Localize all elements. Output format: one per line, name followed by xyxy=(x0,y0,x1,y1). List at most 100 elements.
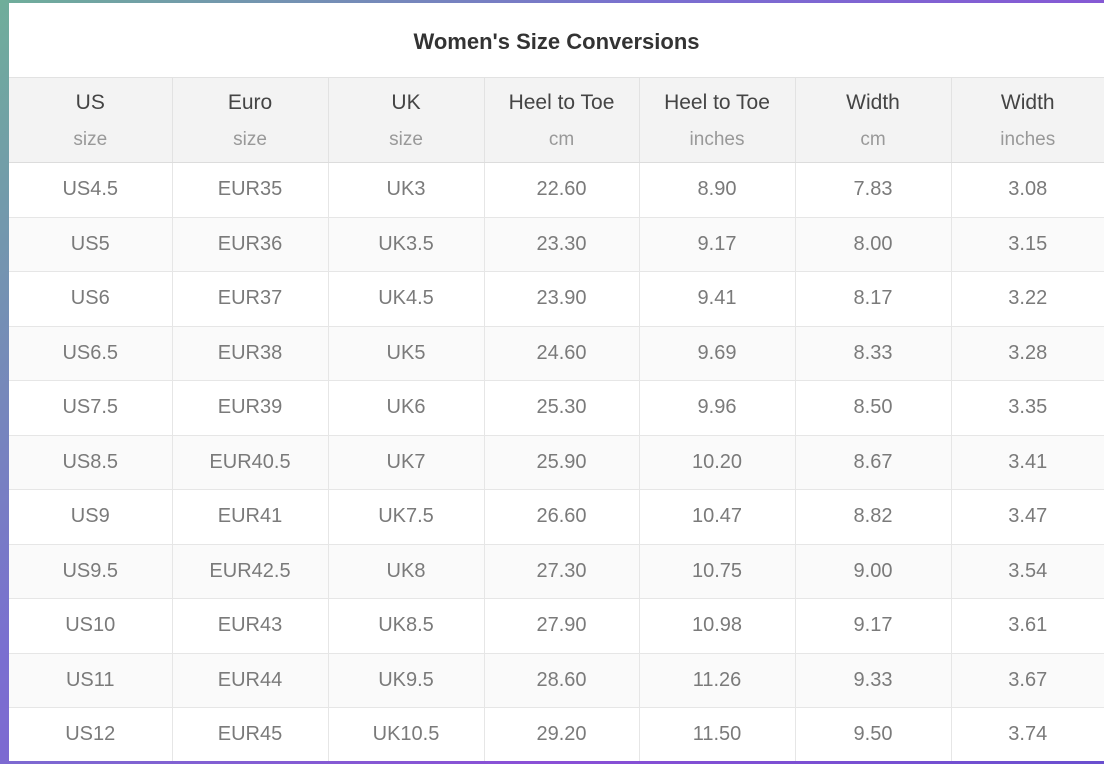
table-cell: US10 xyxy=(9,598,173,654)
header-row: US size Euro size UK size Heel to Toe cm Hee… xyxy=(9,78,1104,163)
table-cell: 3.28 xyxy=(951,326,1104,381)
table-cell: UK7 xyxy=(328,435,485,490)
table-cell: 8.82 xyxy=(795,489,952,545)
table-cell: US8.5 xyxy=(9,435,173,490)
table-row: US4.5 EUR35 UK3 22.60 8.90 7.83 3.08 xyxy=(9,162,1104,218)
table-cell: 10.20 xyxy=(639,435,796,490)
table-cell: 9.41 xyxy=(639,271,796,327)
table-cell: US5 xyxy=(9,217,173,272)
table-cell: 3.67 xyxy=(951,653,1104,708)
table-cell: 25.90 xyxy=(484,435,640,490)
table-cell: 23.90 xyxy=(484,271,640,327)
column-label: Heel to Toe xyxy=(664,91,770,114)
table-cell: 3.22 xyxy=(951,271,1104,327)
table-cell: EUR38 xyxy=(172,326,329,381)
column-unit: size xyxy=(233,129,267,150)
column-header-heel-to-toe-inches: Heel to Toe inches xyxy=(639,78,796,163)
table-row: US9 EUR41 UK7.5 26.60 10.47 8.82 3.47 xyxy=(9,489,1104,545)
table-row: US10 EUR43 UK8.5 27.90 10.98 9.17 3.61 xyxy=(9,598,1104,654)
table-cell: 3.35 xyxy=(951,380,1104,436)
column-unit: inches xyxy=(1000,129,1056,150)
table-cell: 3.41 xyxy=(951,435,1104,490)
table-cell: 10.47 xyxy=(639,489,796,545)
table-cell: EUR39 xyxy=(172,380,329,436)
table-cell: EUR40.5 xyxy=(172,435,329,490)
table-cell: 25.30 xyxy=(484,380,640,436)
column-header-width-inches: Width inches xyxy=(951,78,1104,163)
table-cell: 8.67 xyxy=(795,435,952,490)
column-header-uk: UK size xyxy=(328,78,485,163)
column-unit: inches xyxy=(689,129,745,150)
table-cell: US11 xyxy=(9,653,173,708)
column-label: Width xyxy=(1000,91,1055,114)
table-cell: 27.90 xyxy=(484,598,640,654)
table-cell: 9.33 xyxy=(795,653,952,708)
size-chart-card: Women's Size Conversions US size Euro size… xyxy=(9,3,1104,761)
table-cell: US4.5 xyxy=(9,162,173,218)
table-cell: US9 xyxy=(9,489,173,545)
table-row: US9.5 EUR42.5 UK8 27.30 10.75 9.00 3.54 xyxy=(9,544,1104,599)
table-cell: EUR43 xyxy=(172,598,329,654)
table-cell: US7.5 xyxy=(9,380,173,436)
table-cell: 24.60 xyxy=(484,326,640,381)
table-row: US6.5 EUR38 UK5 24.60 9.69 8.33 3.28 xyxy=(9,326,1104,381)
table-cell: 26.60 xyxy=(484,489,640,545)
column-unit: size xyxy=(73,129,108,150)
table-cell: 3.74 xyxy=(951,707,1104,761)
table-cell: EUR45 xyxy=(172,707,329,761)
column-header-heel-to-toe-cm: Heel to Toe cm xyxy=(484,78,640,163)
table-cell: 11.26 xyxy=(639,653,796,708)
table-cell: UK5 xyxy=(328,326,485,381)
column-header-euro: Euro size xyxy=(172,78,329,163)
table-cell: 8.50 xyxy=(795,380,952,436)
table-cell: EUR35 xyxy=(172,162,329,218)
table-cell: 8.17 xyxy=(795,271,952,327)
table-cell: UK10.5 xyxy=(328,707,485,761)
table-cell: UK9.5 xyxy=(328,653,485,708)
table-cell: 9.96 xyxy=(639,380,796,436)
column-header-width-cm: Width cm xyxy=(795,78,952,163)
table-row: US11 EUR44 UK9.5 28.60 11.26 9.33 3.67 xyxy=(9,653,1104,708)
table-cell: 11.50 xyxy=(639,707,796,761)
table-row: US5 EUR36 UK3.5 23.30 9.17 8.00 3.15 xyxy=(9,217,1104,272)
table-cell: EUR36 xyxy=(172,217,329,272)
table-cell: 3.08 xyxy=(951,162,1104,218)
table-row: US7.5 EUR39 UK6 25.30 9.96 8.50 3.35 xyxy=(9,380,1104,436)
column-label: US xyxy=(75,91,105,114)
table-cell: 9.50 xyxy=(795,707,952,761)
column-label: Euro xyxy=(227,91,273,114)
table-cell: 8.33 xyxy=(795,326,952,381)
table-cell: 8.90 xyxy=(639,162,796,218)
table-cell: 9.17 xyxy=(639,217,796,272)
table-cell: UK8.5 xyxy=(328,598,485,654)
table-cell: UK3.5 xyxy=(328,217,485,272)
table-cell: 3.54 xyxy=(951,544,1104,599)
column-label: Width xyxy=(846,91,900,114)
table-cell: UK3 xyxy=(328,162,485,218)
table-cell: 3.47 xyxy=(951,489,1104,545)
column-label: UK xyxy=(391,91,421,114)
table-cell: UK6 xyxy=(328,380,485,436)
table-cell: US12 xyxy=(9,707,173,761)
table-row: US6 EUR37 UK4.5 23.90 9.41 8.17 3.22 xyxy=(9,271,1104,327)
table-cell: 9.00 xyxy=(795,544,952,599)
table-row: US12 EUR45 UK10.5 29.20 11.50 9.50 3.74 xyxy=(9,707,1104,761)
column-unit: cm xyxy=(548,129,575,150)
column-label: Heel to Toe xyxy=(508,91,615,114)
table-cell: 22.60 xyxy=(484,162,640,218)
table-cell: EUR44 xyxy=(172,653,329,708)
table-cell: EUR42.5 xyxy=(172,544,329,599)
table-cell: UK8 xyxy=(328,544,485,599)
table-cell: 10.75 xyxy=(639,544,796,599)
table-cell: 9.69 xyxy=(639,326,796,381)
table-cell: 10.98 xyxy=(639,598,796,654)
size-conversion-table: US size Euro size UK size Heel to Toe cm Hee… xyxy=(9,78,1104,761)
table-cell: US6.5 xyxy=(9,326,173,381)
table-cell: 9.17 xyxy=(795,598,952,654)
table-cell: 8.00 xyxy=(795,217,952,272)
table-cell: 29.20 xyxy=(484,707,640,761)
table-cell: 7.83 xyxy=(795,162,952,218)
column-unit: size xyxy=(389,129,423,150)
table-cell: 23.30 xyxy=(484,217,640,272)
column-header-us: US size xyxy=(9,78,173,163)
